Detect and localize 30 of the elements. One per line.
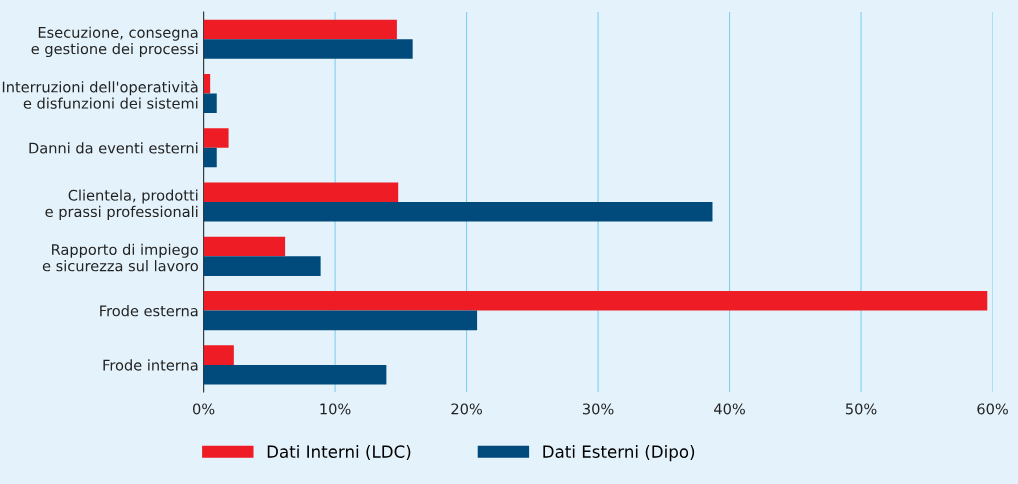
x-tick-label: 10%	[320, 403, 351, 415]
y-tick-label: Interruzioni dell'operatività e disfunzioni dei sistemi	[2, 80, 198, 109]
bar	[203, 202, 713, 222]
bar	[203, 39, 413, 59]
legend-label: Dati Esterni (Dipo)	[543, 445, 695, 462]
bar	[203, 73, 211, 94]
y-tick-label: Frode interna	[103, 359, 198, 371]
x-tick-label: 20%	[451, 403, 482, 415]
y-tick-label: Esecuzione, consegna e gestione dei processi	[31, 26, 198, 58]
x-tick-label: 30%	[582, 403, 614, 415]
bar	[203, 345, 234, 365]
x-tick-label: 60%	[977, 403, 1008, 415]
bar	[203, 291, 988, 311]
bar	[203, 93, 217, 114]
bar	[203, 19, 397, 40]
y-tick-label: Clientela, prodotti e prassi professionali	[45, 189, 198, 220]
bar	[203, 236, 286, 257]
bar	[203, 182, 399, 203]
bar	[203, 128, 229, 148]
y-tick-label: Danni da eventi esterni	[29, 142, 198, 154]
bar	[203, 147, 217, 168]
y-tick-label: Rapporto di impiego e sicurezza sul lavoro	[42, 243, 198, 272]
y-tick-label: Frode esterna	[100, 305, 198, 317]
x-tick-label: 50%	[845, 403, 877, 415]
bar	[203, 310, 478, 331]
bar	[203, 256, 321, 276]
legend-label: Dati Interni (LDC)	[267, 445, 411, 460]
x-tick-label: 0%	[192, 403, 215, 415]
x-tick-label: 40%	[714, 403, 745, 415]
bar	[203, 364, 387, 385]
